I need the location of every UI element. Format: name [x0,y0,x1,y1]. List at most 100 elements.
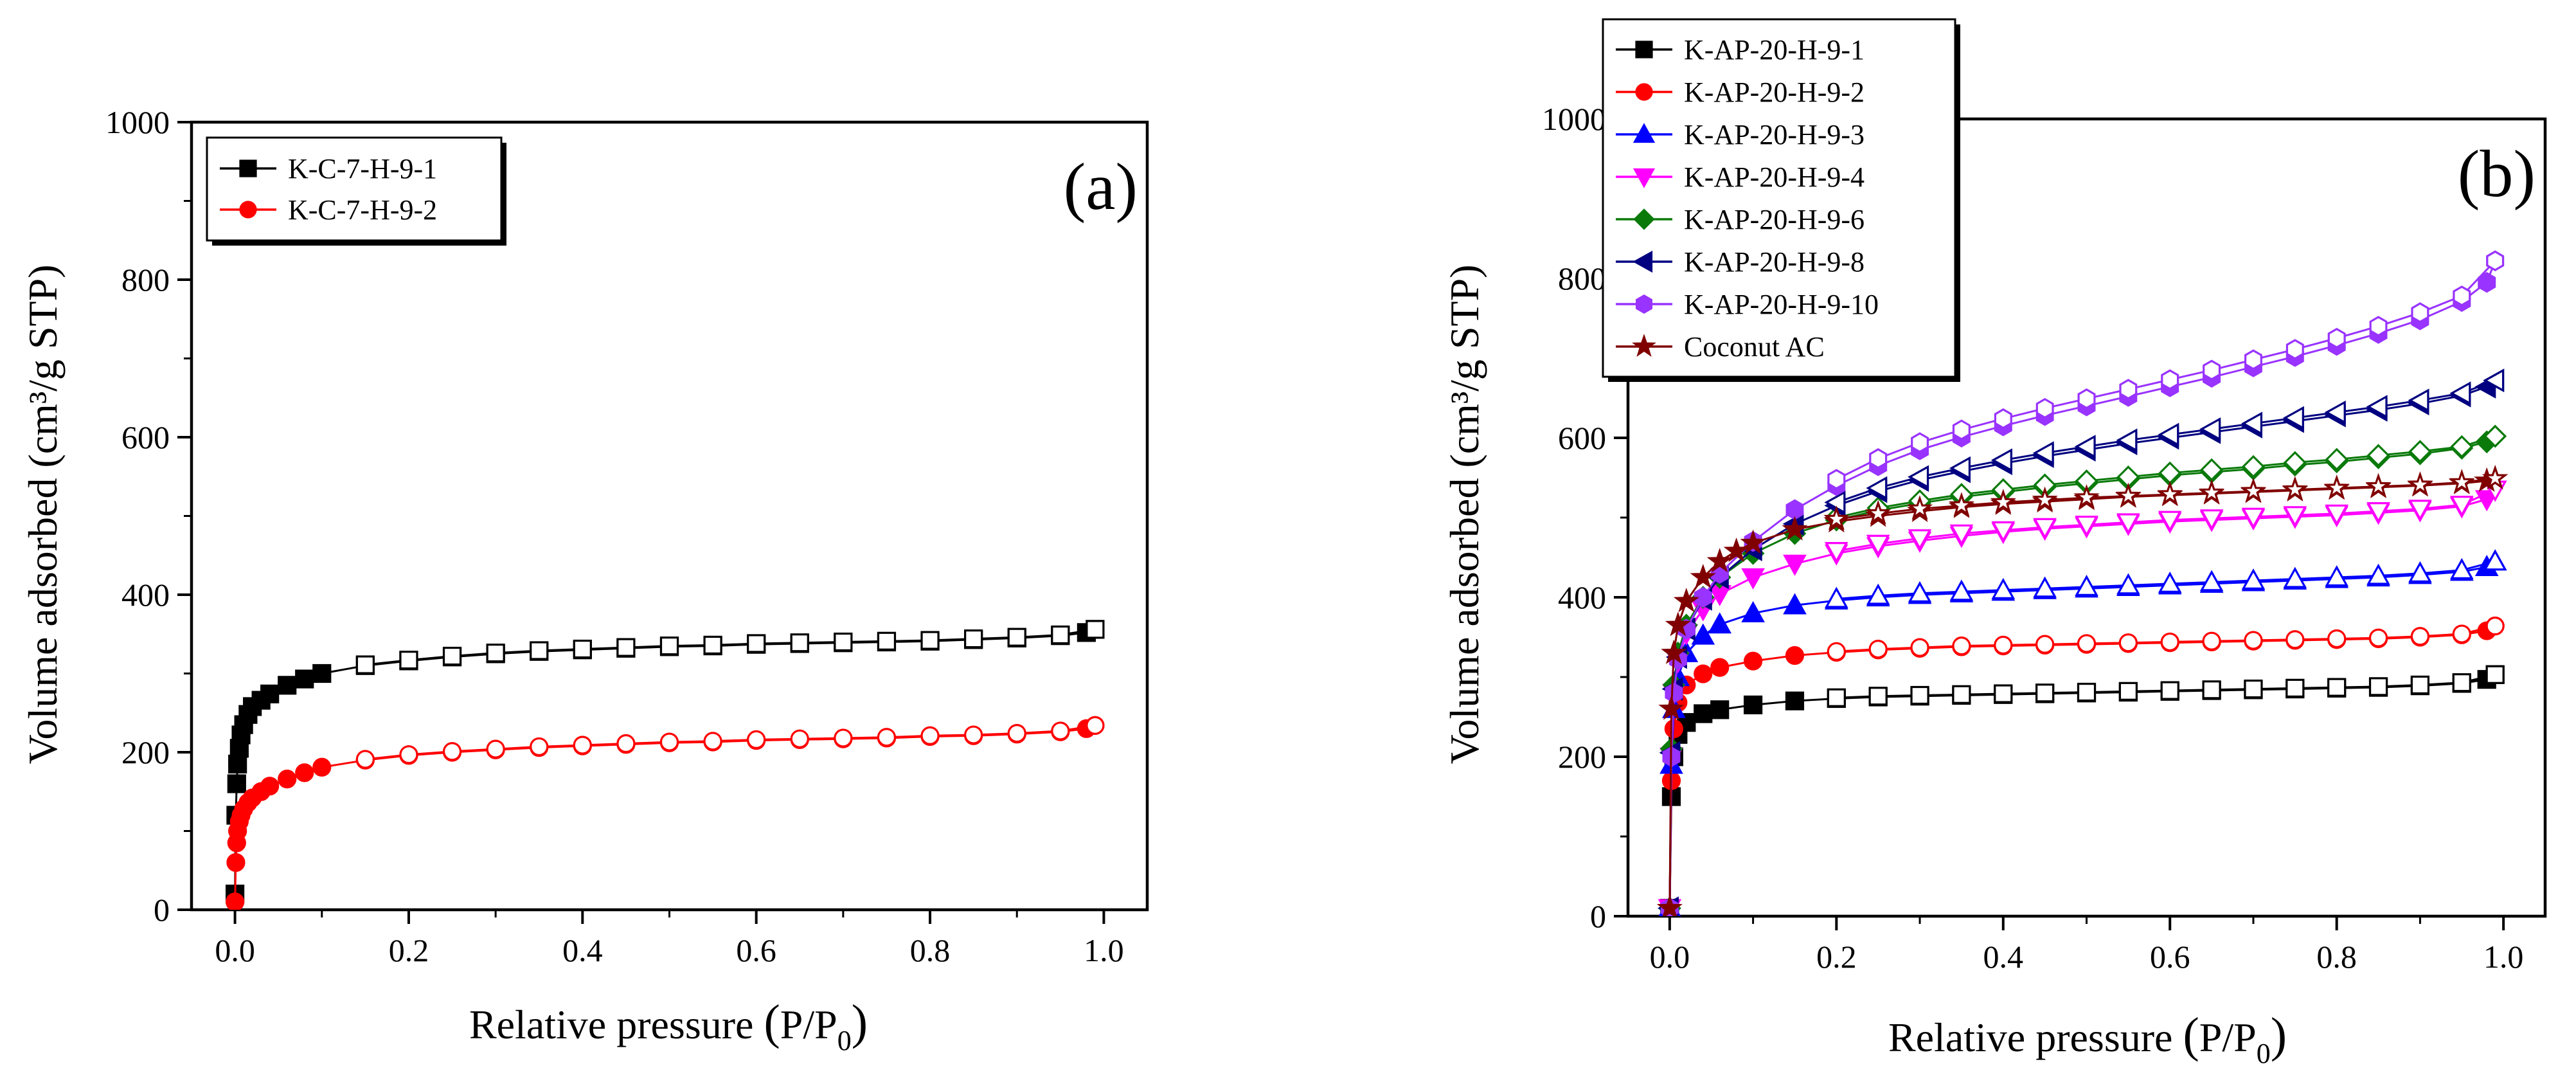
desorption-point [2242,455,2265,478]
desorption-point [1991,577,2016,599]
desorption-point [2453,285,2471,307]
legend-box [1602,18,1956,378]
x-axis-title-paren-close: ) [852,995,868,1049]
legend-marker [1635,41,1653,59]
desorption-point [1866,476,1888,500]
y-axis-title: Volume adsorbed (cm³/g STP) [20,264,66,764]
y-axis: 0 200 400 600 800 1000 [105,104,192,928]
desorption-point [2116,513,2140,535]
series-layer [1656,250,2509,916]
desorption-point [1865,500,1892,525]
adsorption-point [2478,272,2496,293]
desorption-point [2158,572,2182,593]
desorption-point [486,739,505,759]
desorption-point [1910,638,1929,657]
adsorption-point [1706,548,1733,573]
adsorption-point [1741,601,1765,622]
desorption-point [2483,424,2507,448]
desorption-point [2327,629,2347,649]
desorption-point [2283,451,2307,474]
x-axis-title-paren-open: ( [764,995,780,1049]
desorption-point [2324,400,2346,424]
desorption-point [2285,339,2304,360]
y-axis-title: Volume adsorbed (cm³/g STP) [1442,264,1487,764]
desorption-point [1827,642,1846,661]
desorption-point [2241,411,2262,436]
legend-entry: K-AP-20-H-9-1 [1616,34,1865,66]
desorption-line [365,628,1096,666]
legend-entry: K-AP-20-H-9-4 [1616,161,1865,193]
x-axis-title-frac: P/P [780,1002,837,1047]
desorption-point [1868,687,1888,706]
desorption-point [2033,576,2057,598]
desorption-point [1827,469,1846,490]
legend-entry: K-C-7-H-9-2 [220,194,437,226]
desorption-point [1869,448,1888,469]
legend-marker [1635,83,1653,101]
y-tick-label: 1000 [1542,101,1606,137]
desorption-point [2452,624,2471,644]
legend-entry: K-AP-20-H-9-6 [1616,204,1865,235]
y-axis: 0 200 400 600 800 1000 [1542,101,1628,934]
adsorption-point [1690,563,1716,589]
desorption-point [1948,492,1975,517]
series-K-AP-20-H-9-3 [1658,549,2507,916]
desorption-point [2077,634,2097,653]
desorption-point [2483,549,2507,571]
series-Coconut AC [1656,465,2509,916]
desorption-point [2408,561,2432,583]
legend-label: K-AP-20-H-9-1 [1684,34,1865,66]
desorption-point [1990,448,2012,473]
desorption-point [2368,628,2388,647]
series-K-C-7-H-9-1 [225,620,1105,904]
desorption-point [964,629,983,649]
desorption-point [2158,422,2179,447]
desorption-point [2283,566,2307,588]
legend-entry: K-AP-20-H-9-3 [1616,119,1865,150]
legend-marker [239,159,257,177]
desorption-point [1824,491,1846,514]
desorption-point [2325,447,2348,471]
series-K-AP-20-H-9-2 [1660,617,2505,916]
desorption-point [2157,480,2183,506]
desorption-point [2077,682,2097,702]
desorption-point [2116,428,2138,453]
x-tick-label: 0.0 [215,932,255,968]
adsorption-point [1658,695,1685,720]
x-tick-label: 0.6 [2150,939,2190,975]
desorption-point [1007,628,1026,647]
desorption-point [2410,675,2430,695]
desorption-point [2282,476,2308,501]
desorption-point [2199,570,2224,592]
desorption-point [1866,534,1890,556]
desorption-point [2327,678,2347,697]
x-axis-title-frac: P/P [2199,1015,2257,1060]
legend-label: K-AP-20-H-9-3 [1684,119,1865,150]
desorption-point [2407,471,2433,496]
desorption-point [2199,509,2224,531]
desorption-point [2327,327,2346,349]
desorption-point [399,745,418,764]
legend-box [206,136,503,242]
desorption-point [530,641,549,660]
x-axis: 0.0 0.2 0.4 0.6 0.8 1.0 [1650,916,2523,975]
desorption-point [2073,483,2100,509]
x-tick-label: 0.8 [910,932,951,968]
y-tick-label: 800 [121,262,170,298]
y-tick-label: 200 [121,734,170,770]
x-axis-title-sub: 0 [837,1025,852,1056]
desorption-point [2449,469,2475,494]
legend-label: Coconut AC [1684,331,1825,363]
desorption-point [2077,388,2096,410]
desorption-point [1823,505,1850,530]
desorption-point [1908,465,1929,489]
desorption-point [703,732,722,751]
x-axis-title: Relative pressure (P/P0) [1888,1008,2287,1069]
adsorption-point [295,763,314,782]
adsorption-point [1743,651,1763,671]
desorption-point [2449,557,2474,579]
adsorption-point [1673,588,1699,613]
x-tick-label: 0.6 [736,932,776,968]
desorption-point [2449,496,2474,518]
